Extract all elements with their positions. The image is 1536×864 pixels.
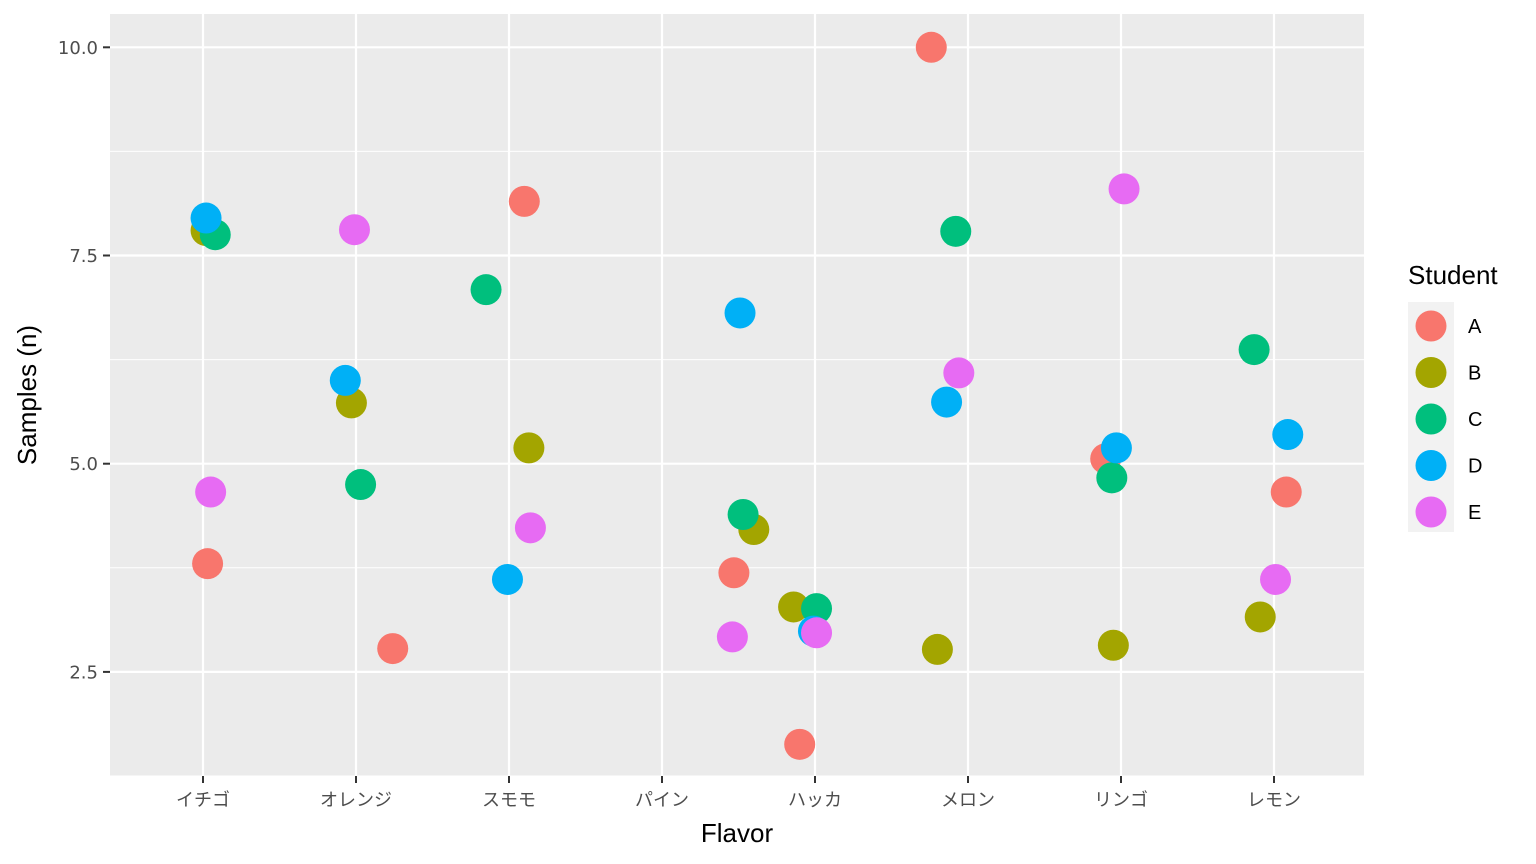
- data-point-e: [716, 621, 748, 653]
- data-point-a: [508, 185, 540, 217]
- legend-label: A: [1468, 316, 1482, 338]
- legend-title: Student: [1408, 260, 1498, 290]
- legend-key-a: [1415, 310, 1447, 342]
- data-point-c: [727, 499, 759, 531]
- data-point-e: [514, 512, 546, 544]
- legend-label: C: [1468, 409, 1482, 431]
- data-point-d: [931, 386, 963, 418]
- minor-gridlines: [110, 150, 1364, 777]
- data-point-e: [338, 214, 370, 246]
- data-point-d: [491, 563, 523, 595]
- data-point-d: [190, 202, 222, 234]
- legend: Student A B C D E: [1408, 260, 1498, 532]
- data-point-b: [778, 591, 810, 623]
- legend-key-b: [1415, 357, 1447, 388]
- data-point-a: [192, 548, 224, 580]
- data-point-c: [940, 215, 972, 247]
- data-point-a: [1270, 476, 1302, 508]
- data-point-e: [1108, 173, 1140, 205]
- x-tick-label: オレンジ: [320, 790, 392, 811]
- legend-label: E: [1468, 502, 1481, 524]
- major-gridlines: [110, 14, 1364, 776]
- y-tick-label: 10.0: [58, 38, 98, 59]
- x-tick-label: パイン: [635, 790, 689, 811]
- data-point-d: [1100, 432, 1132, 464]
- data-point-a: [915, 31, 947, 63]
- legend-key-e: [1415, 496, 1447, 528]
- data-point-e: [195, 476, 227, 508]
- data-point-e: [943, 357, 975, 389]
- data-point-a: [718, 557, 750, 589]
- legend-key-c: [1415, 403, 1447, 435]
- x-tick-label: レモン: [1247, 790, 1301, 811]
- data-point-e: [801, 617, 833, 649]
- data-point-c: [470, 274, 502, 306]
- y-tick-label: 7.5: [69, 246, 98, 267]
- data-point-c: [1238, 334, 1270, 366]
- data-point-a: [377, 633, 409, 665]
- x-tick-label: スモモ: [482, 790, 536, 811]
- y-axis-title: Samples (n): [12, 325, 42, 465]
- data-point-d: [724, 297, 756, 329]
- plot-panel: [110, 14, 1364, 776]
- x-tick-label: メロン: [941, 790, 995, 811]
- data-point-a: [784, 728, 816, 760]
- y-tick-label: 5.0: [69, 454, 98, 475]
- data-points: [190, 31, 1304, 760]
- x-axis-title: Flavor: [701, 818, 774, 848]
- legend-key-d: [1415, 450, 1447, 481]
- data-point-d: [329, 364, 361, 396]
- data-point-b: [921, 633, 953, 665]
- data-point-d: [1272, 419, 1304, 451]
- x-tick-label: ハッカ: [788, 790, 842, 811]
- data-point-b: [1097, 629, 1129, 661]
- data-point-c: [1096, 462, 1128, 494]
- data-point-b: [513, 432, 545, 464]
- data-point-e: [1260, 563, 1292, 595]
- x-tick-label: イチゴ: [176, 790, 230, 811]
- x-axis: イチゴ オレンジ スモモ パイン ハッカ メロン リンゴ レモン: [176, 776, 1301, 811]
- x-tick-label: リンゴ: [1094, 790, 1148, 811]
- legend-label: B: [1468, 363, 1481, 385]
- data-point-c: [345, 469, 377, 501]
- y-axis: 2.5 5.0 7.5 10.0: [58, 38, 110, 683]
- y-tick-label: 2.5: [69, 662, 98, 683]
- data-point-b: [1244, 601, 1276, 633]
- legend-label: D: [1468, 456, 1482, 478]
